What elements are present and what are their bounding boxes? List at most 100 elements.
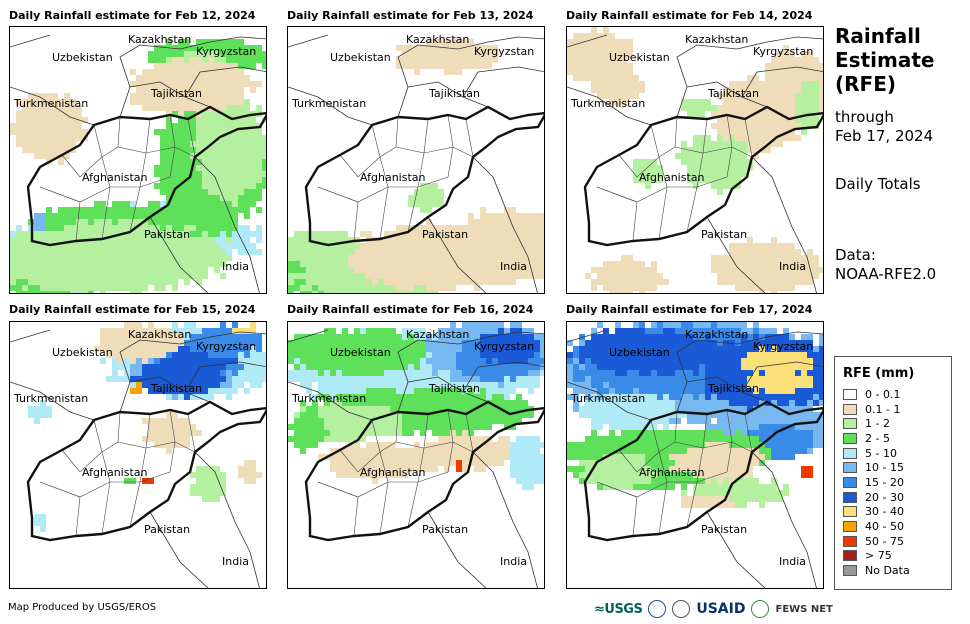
legend-label: 1 - 2 [865, 417, 890, 431]
title-line-3: (RFE) [835, 72, 897, 96]
panel-title-2: Daily Rainfall estimate for Feb 13, 2024 [287, 9, 534, 22]
country-label-kazakhstan: Kazakhstan [406, 33, 469, 46]
legend-swatch [843, 403, 857, 415]
panel-title-3: Daily Rainfall estimate for Feb 14, 2024 [566, 9, 813, 22]
legend-label: 0 - 0.1 [865, 387, 901, 401]
country-label-turkmenistan: Turkmenistan [291, 392, 366, 405]
legend-item: 50 - 75 [843, 534, 951, 549]
afghanistan-border [26, 400, 266, 542]
legend-item: > 75 [843, 549, 951, 564]
legend-label: 15 - 20 [865, 475, 904, 489]
product-title: Rainfall Estimate (RFE) [835, 24, 934, 96]
legend-swatch [843, 476, 857, 488]
country-label-turkmenistan: Turkmenistan [13, 392, 88, 405]
legend-item: 10 - 15 [843, 460, 951, 475]
country-label-kyrgyzstan: Kyrgyzstan [474, 340, 534, 353]
rainfall-layer [567, 322, 823, 508]
legend-label: 2 - 5 [865, 431, 890, 445]
globe-icon [751, 600, 770, 618]
country-label-pakistan: Pakistan [422, 523, 468, 536]
country-label-tajikistan: Tajikistan [150, 87, 202, 100]
rainfall-map-feb-13: Kazakhstan Kyrgyzstan Uzbekistan Tajikistan… [287, 26, 545, 294]
country-label-pakistan: Pakistan [144, 523, 190, 536]
legend-label: > 75 [865, 549, 892, 563]
through-date: through Feb 17, 2024 [835, 108, 933, 146]
usgs-logo: ≈USGS [594, 601, 643, 617]
rainfall-map-feb-12: Kazakhstan Kyrgyzstan Uzbekistan Tajikistan… [9, 26, 267, 294]
usaid-logo: USAID [696, 601, 746, 617]
title-line-1: Rainfall [835, 24, 921, 48]
legend-label: 5 - 10 [865, 446, 897, 460]
legend-label: 50 - 75 [865, 534, 904, 548]
legend-swatch [843, 506, 857, 518]
legend-item: 0 - 0.1 [843, 387, 951, 402]
legend-label: 40 - 50 [865, 520, 904, 534]
map-canvas: Kazakhstan Kyrgyzstan Uzbekistan Tajikistan… [288, 33, 544, 293]
country-label-kazakhstan: Kazakhstan [685, 33, 748, 46]
map-credit: Map Produced by USGS/EROS [8, 602, 157, 613]
title-line-2: Estimate [835, 48, 935, 72]
border-layer [10, 34, 266, 293]
country-label-afghanistan: Afghanistan [360, 466, 426, 479]
country-label-kyrgyzstan: Kyrgyzstan [474, 45, 534, 58]
legend-item: 40 - 50 [843, 519, 951, 534]
data-source: Data: NOAA-RFE2.0 [835, 246, 936, 284]
rainfall-map-feb-15: Kazakhstan Kyrgyzstan Uzbekistan Tajikistan… [9, 321, 267, 589]
legend-swatch [843, 550, 857, 562]
legend-item: 2 - 5 [843, 431, 951, 446]
country-label-uzbekistan: Uzbekistan [52, 346, 113, 359]
country-label-kyrgyzstan: Kyrgyzstan [753, 45, 813, 58]
country-label-uzbekistan: Uzbekistan [330, 346, 391, 359]
country-label-kazakhstan: Kazakhstan [406, 328, 469, 341]
country-label-uzbekistan: Uzbekistan [52, 51, 113, 64]
country-label-turkmenistan: Turkmenistan [291, 97, 366, 110]
seal-icon [672, 600, 691, 618]
fews-net-logo: FEWS NET [775, 603, 833, 615]
afghanistan-border [304, 400, 544, 542]
map-canvas: Kazakhstan Kyrgyzstan Uzbekistan Tajikistan… [288, 322, 544, 588]
country-label-india: India [779, 555, 806, 568]
panel-title-6: Daily Rainfall estimate for Feb 17, 2024 [566, 303, 813, 316]
rainfall-map-feb-17: Kazakhstan Kyrgyzstan Uzbekistan Tajikistan… [566, 321, 824, 589]
country-label-tajikistan: Tajikistan [707, 382, 759, 395]
panel-title-4: Daily Rainfall estimate for Feb 15, 2024 [9, 303, 256, 316]
country-label-afghanistan: Afghanistan [82, 466, 148, 479]
rainfall-layer [28, 322, 266, 532]
legend-title: RFE (mm) [843, 366, 915, 381]
country-label-kazakhstan: Kazakhstan [128, 328, 191, 341]
country-label-kyrgyzstan: Kyrgyzstan [753, 340, 813, 353]
country-label-pakistan: Pakistan [701, 523, 747, 536]
data-label: Data: [835, 246, 876, 264]
country-label-tajikistan: Tajikistan [707, 87, 759, 100]
legend-swatch [843, 388, 857, 400]
legend-label: No Data [865, 564, 910, 578]
legend-swatch [843, 521, 857, 533]
legend-swatch [843, 418, 857, 430]
border-layer [567, 34, 823, 293]
country-label-pakistan: Pakistan [422, 228, 468, 241]
through-value: Feb 17, 2024 [835, 127, 934, 145]
country-label-tajikistan: Tajikistan [428, 382, 480, 395]
country-label-afghanistan: Afghanistan [639, 466, 705, 479]
border-layer [288, 34, 544, 293]
legend-item: 15 - 20 [843, 475, 951, 490]
map-canvas: Kazakhstan Kyrgyzstan Uzbekistan Tajikistan… [567, 27, 823, 293]
panel-title-1: Daily Rainfall estimate for Feb 12, 2024 [9, 9, 256, 22]
country-label-india: India [500, 555, 527, 568]
country-label-pakistan: Pakistan [701, 228, 747, 241]
country-label-uzbekistan: Uzbekistan [330, 51, 391, 64]
legend-item: 5 - 10 [843, 446, 951, 461]
country-label-uzbekistan: Uzbekistan [609, 346, 670, 359]
country-label-kyrgyzstan: Kyrgyzstan [196, 45, 256, 58]
country-label-kazakhstan: Kazakhstan [685, 328, 748, 341]
map-canvas: Kazakhstan Kyrgyzstan Uzbekistan Tajikistan… [10, 322, 266, 588]
map-canvas: Kazakhstan Kyrgyzstan Uzbekistan Tajikistan… [10, 33, 266, 293]
country-label-india: India [222, 260, 249, 273]
country-label-turkmenistan: Turkmenistan [13, 97, 88, 110]
legend-swatch [843, 432, 857, 444]
country-label-india: India [779, 260, 806, 273]
country-label-india: India [500, 260, 527, 273]
legend-label: 0.1 - 1 [865, 402, 901, 416]
country-label-turkmenistan: Turkmenistan [570, 392, 645, 405]
rainfall-layer [288, 39, 544, 293]
